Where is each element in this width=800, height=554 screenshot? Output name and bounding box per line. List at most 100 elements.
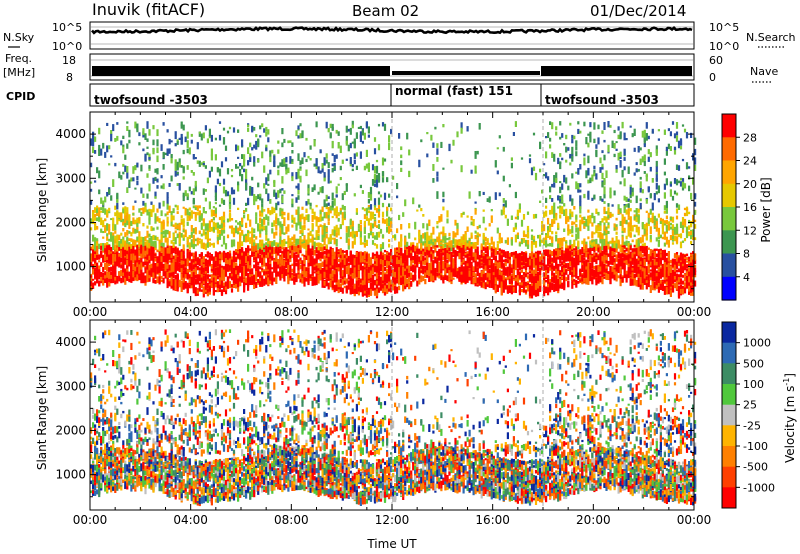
power-cell bbox=[281, 208, 284, 212]
power-cell bbox=[442, 233, 445, 236]
power-cell bbox=[289, 140, 292, 143]
power-cell bbox=[182, 244, 185, 251]
power-cell bbox=[100, 264, 103, 267]
power-cell bbox=[116, 234, 119, 241]
power-cell bbox=[371, 223, 375, 229]
power-cell bbox=[108, 229, 111, 235]
power-cell bbox=[122, 163, 125, 167]
power-cell bbox=[287, 235, 290, 243]
power-cell bbox=[178, 264, 181, 273]
power-cell bbox=[154, 272, 157, 279]
power-cell bbox=[148, 243, 151, 247]
power-cell bbox=[212, 216, 215, 221]
power-cell bbox=[104, 255, 107, 261]
power-cell bbox=[347, 268, 350, 275]
power-cell bbox=[214, 185, 217, 193]
power-cell bbox=[136, 162, 139, 168]
power-cell bbox=[192, 252, 195, 258]
power-cell bbox=[235, 225, 238, 234]
power-cell bbox=[160, 231, 163, 238]
power-cell bbox=[190, 277, 193, 283]
power-cell bbox=[422, 266, 425, 275]
power-cell bbox=[104, 151, 107, 158]
power-cell bbox=[462, 259, 465, 263]
power-cell bbox=[216, 252, 219, 259]
power-cell bbox=[261, 243, 264, 246]
power-cell bbox=[218, 182, 222, 187]
power-cell bbox=[114, 138, 117, 142]
power-cell bbox=[377, 231, 381, 238]
power-cell bbox=[214, 196, 217, 202]
power-cell bbox=[381, 287, 385, 294]
power-cell bbox=[279, 238, 282, 245]
power-cell bbox=[317, 279, 320, 284]
power-cell bbox=[361, 140, 364, 144]
power-cell bbox=[349, 157, 352, 165]
power-cell bbox=[166, 197, 169, 204]
power-cell bbox=[90, 259, 93, 263]
power-cell bbox=[237, 156, 240, 159]
power-cell bbox=[325, 257, 328, 265]
power-cell bbox=[287, 140, 290, 144]
power-cell bbox=[94, 237, 97, 244]
power-cell bbox=[198, 210, 201, 216]
power-cell bbox=[377, 197, 381, 205]
power-cell bbox=[190, 225, 193, 232]
power-cell bbox=[114, 277, 117, 285]
power-cell bbox=[373, 137, 377, 142]
power-cell bbox=[361, 288, 364, 297]
power-cell bbox=[381, 234, 385, 238]
power-cell bbox=[398, 276, 401, 283]
power-cell bbox=[379, 271, 383, 275]
power-cell bbox=[343, 206, 346, 211]
power-cell bbox=[299, 160, 302, 166]
power-cell bbox=[355, 212, 358, 215]
power-cell bbox=[110, 155, 113, 158]
power-cell bbox=[110, 278, 113, 284]
power-cell bbox=[224, 274, 228, 277]
power-cell bbox=[104, 278, 107, 283]
power-cell bbox=[279, 248, 282, 253]
power-cell bbox=[245, 267, 248, 274]
power-cell bbox=[299, 230, 302, 234]
power-cell bbox=[176, 161, 179, 170]
power-cell bbox=[239, 171, 242, 177]
power-cell bbox=[466, 256, 469, 262]
power-cell bbox=[257, 138, 260, 146]
power-cell bbox=[128, 256, 131, 262]
power-cell bbox=[138, 208, 141, 213]
power-cell bbox=[202, 269, 205, 273]
power-cell bbox=[295, 262, 298, 267]
power-cell bbox=[456, 131, 459, 138]
power-cell bbox=[108, 248, 111, 255]
power-cell bbox=[90, 246, 93, 249]
power-cell bbox=[228, 257, 232, 266]
power-cell bbox=[108, 271, 111, 279]
power-cell bbox=[426, 235, 429, 239]
power-cell bbox=[373, 214, 377, 217]
power-cell bbox=[249, 142, 252, 148]
power-cell bbox=[297, 135, 300, 139]
power-cell bbox=[158, 202, 161, 209]
power-cell bbox=[142, 247, 145, 250]
power-cell bbox=[202, 207, 205, 214]
power-cell bbox=[126, 166, 129, 174]
power-cell bbox=[281, 227, 284, 235]
power-cell bbox=[239, 169, 242, 172]
power-cell bbox=[293, 261, 296, 269]
power-cell bbox=[267, 246, 270, 255]
power-cell bbox=[291, 214, 294, 220]
power-cell bbox=[351, 255, 354, 259]
power-cell bbox=[204, 165, 207, 169]
power-cell bbox=[386, 256, 389, 260]
power-cell bbox=[190, 252, 193, 256]
power-cell bbox=[174, 230, 177, 234]
power-cell bbox=[377, 214, 381, 218]
power-cell bbox=[110, 267, 113, 272]
power-cell bbox=[160, 279, 163, 282]
noise-right-label: N.Search bbox=[746, 31, 796, 44]
power-cell bbox=[162, 256, 165, 261]
power-cell bbox=[251, 126, 254, 132]
power-cell bbox=[94, 207, 97, 213]
power-cell bbox=[112, 237, 115, 244]
